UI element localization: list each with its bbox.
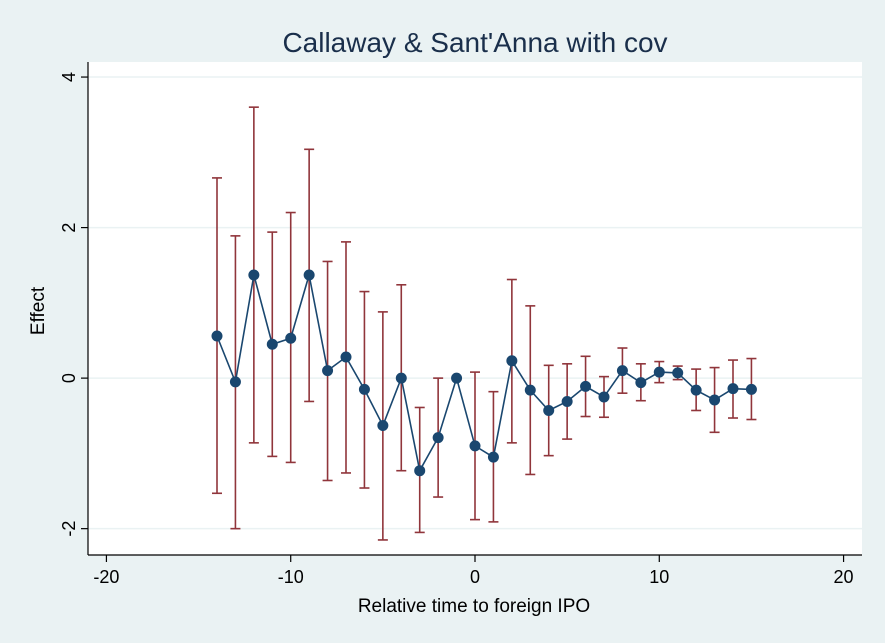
data-point — [266, 338, 278, 350]
x-tick-label: -10 — [278, 567, 304, 587]
x-tick-label: 20 — [834, 567, 854, 587]
data-point — [414, 465, 426, 477]
data-point — [303, 269, 315, 281]
data-point — [229, 376, 241, 388]
data-point — [469, 440, 481, 452]
x-tick-label: 10 — [649, 567, 669, 587]
data-point — [285, 332, 297, 344]
chart-title: Callaway & Sant'Anna with cov — [282, 27, 667, 58]
y-tick-label: 4 — [59, 72, 79, 82]
data-point — [690, 384, 702, 396]
data-point — [653, 366, 665, 378]
data-point — [727, 383, 739, 395]
data-point — [561, 395, 573, 407]
data-point — [451, 372, 463, 384]
y-axis-title: Effect — [28, 286, 49, 335]
y-tick-label: -2 — [59, 521, 79, 537]
data-point — [543, 404, 555, 416]
data-point — [672, 367, 684, 379]
data-point — [524, 384, 536, 396]
data-point — [598, 391, 610, 403]
data-point — [616, 365, 628, 377]
x-tick-label: 0 — [470, 567, 480, 587]
data-point — [377, 420, 389, 432]
data-point — [635, 377, 647, 389]
data-point — [248, 269, 260, 281]
data-point — [580, 380, 592, 392]
data-point — [322, 365, 334, 377]
data-point — [709, 394, 721, 406]
data-point — [211, 330, 223, 342]
data-point — [340, 351, 352, 363]
x-tick-label: -20 — [93, 567, 119, 587]
data-point — [745, 383, 757, 395]
data-point — [432, 432, 444, 444]
data-point — [487, 451, 499, 463]
y-tick-label: 2 — [59, 223, 79, 233]
data-point — [395, 372, 407, 384]
x-axis-title: Relative time to foreign IPO — [358, 596, 590, 617]
point-estimates — [211, 269, 757, 477]
y-tick-label: 0 — [59, 373, 79, 383]
data-point — [506, 355, 518, 367]
data-point — [358, 383, 370, 395]
